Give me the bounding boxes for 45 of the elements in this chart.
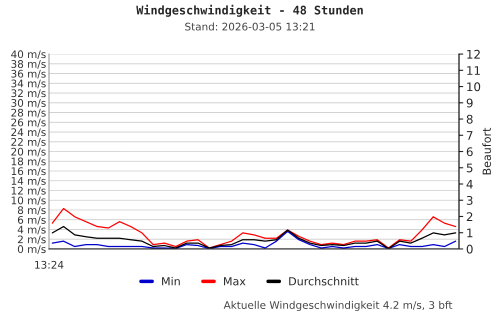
- y2-tick-label: 12: [467, 50, 480, 59]
- y-tick-label: 22 m/s: [11, 138, 46, 147]
- y2-tick-label: 8: [466, 114, 473, 124]
- y-tick-label: 36 m/s: [11, 70, 46, 78]
- y2-axis-title: Beaufort: [482, 128, 491, 174]
- legend-label: Min: [162, 276, 180, 286]
- line-series: [52, 230, 456, 249]
- y-tick-label: 2 m/s: [18, 235, 46, 244]
- y-tick-label: 24 m/s: [11, 128, 46, 137]
- y2-tick-label: 1: [467, 228, 472, 238]
- y2-tick-label: 0: [466, 244, 473, 254]
- legend-label: Durchschnitt: [289, 276, 359, 286]
- y2-tick-label: 5: [466, 164, 472, 172]
- y-tick-label: 18 m/s: [12, 157, 46, 166]
- y-tick-label: 38 m/s: [11, 60, 46, 69]
- y2-tick-label: 6: [466, 147, 473, 156]
- legend-label: Max: [224, 277, 246, 286]
- y-tick-label: 28 m/s: [11, 108, 46, 118]
- y-tick-label: 8 m/s: [18, 206, 46, 215]
- y-tick-label: 4 m/s: [18, 226, 46, 234]
- y-tick-label: 16 m/s: [12, 167, 46, 176]
- y2-tick-label: 7: [466, 131, 472, 140]
- line-series: [52, 208, 456, 249]
- y-tick-label: 0 m/s: [18, 245, 46, 254]
- chart-title: Windgeschwindigkeit - 48 Stunden: [136, 4, 363, 17]
- y-tick-label: 26 m/s: [11, 118, 46, 128]
- y-tick-label: 6 m/s: [18, 216, 46, 225]
- y-tick-label: 10 m/s: [12, 196, 46, 206]
- chart-subtitle: Stand: 2026-03-05 13:21: [185, 22, 315, 31]
- y2-tick-label: 2: [466, 212, 472, 221]
- y2-tick-label: 9: [466, 98, 473, 108]
- text: 13:24: [35, 260, 64, 269]
- line-series: [52, 226, 456, 249]
- y-tick-label: 32 m/s: [11, 89, 46, 98]
- y-tick-label: 20 m/s: [11, 148, 46, 156]
- text: Aktuelle Windgeschwindigkeit 4.2 m/s, 3 bft: [224, 300, 452, 311]
- y2-tick-label: 3: [466, 196, 473, 205]
- y-tick-label: 14 m/s: [12, 177, 46, 186]
- y-tick-label: 12 m/s: [12, 186, 46, 196]
- y2-tick-label: 10: [467, 82, 480, 92]
- y2-tick-label: 11: [467, 66, 480, 75]
- y2-tick-label: 4: [466, 180, 473, 188]
- y-tick-label: 34 m/s: [11, 80, 46, 88]
- y-tick-label: 30 m/s: [11, 99, 46, 108]
- y-tick-label: 40 m/s: [11, 50, 46, 60]
